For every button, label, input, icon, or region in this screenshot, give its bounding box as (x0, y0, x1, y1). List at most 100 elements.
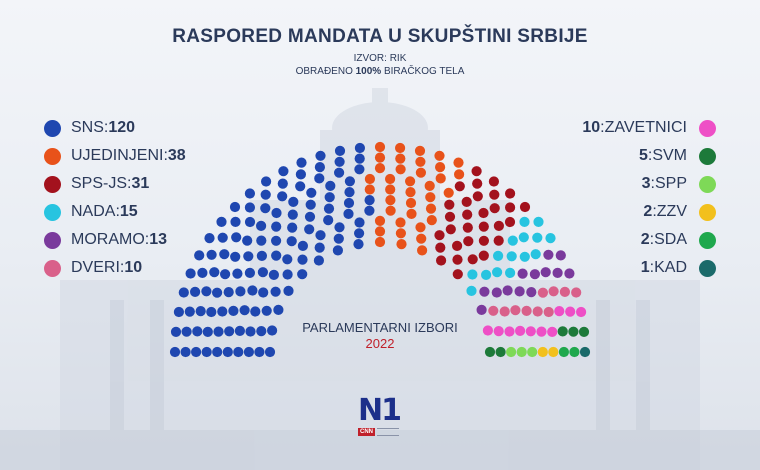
seat-nada (507, 235, 518, 246)
seat-nada (519, 251, 530, 262)
seat-sns (304, 211, 316, 222)
seat-dveri (571, 287, 582, 298)
seat-sps-js (504, 216, 516, 228)
seat-dveri (548, 286, 559, 297)
seat-sns (206, 249, 217, 260)
seat-sns (224, 326, 235, 337)
seat-moramo (514, 286, 525, 297)
seat-sns (295, 169, 306, 180)
seat-sns (234, 325, 245, 336)
seat-sns (304, 224, 315, 235)
seat-ujedinjeni (416, 233, 427, 244)
logo-tagline-lines (377, 428, 399, 436)
seat-sns (190, 286, 201, 297)
seat-sns (315, 150, 326, 161)
seat-sns (315, 230, 326, 241)
legend-swatch (699, 175, 716, 193)
seat-moramo (517, 268, 528, 279)
seat-sns (181, 326, 192, 337)
seat-moramo (552, 267, 563, 278)
legend-swatch (699, 259, 716, 277)
seat-svm (578, 326, 590, 337)
legend-seat-count: 15 (119, 203, 138, 220)
seat-sns (271, 207, 282, 219)
seat-sns (364, 205, 375, 216)
seat-ujedinjeni (374, 226, 386, 237)
seat-ujedinjeni (406, 208, 417, 219)
seat-ujedinjeni (364, 184, 375, 195)
seat-sns (257, 267, 268, 278)
seat-sns (354, 228, 365, 239)
legend-swatch (44, 175, 61, 193)
seat-moramo (543, 249, 554, 260)
seat-sps-js (462, 209, 473, 220)
seat-sns (173, 306, 184, 318)
seat-sns (333, 233, 344, 244)
seat-sps-js (435, 242, 446, 253)
seat-ujedinjeni (435, 162, 446, 173)
seat-sns (325, 180, 336, 191)
seat-sns (270, 286, 281, 297)
seat-svm (568, 326, 579, 337)
seat-ujedinjeni (414, 145, 426, 156)
seat-sps-js (493, 220, 504, 231)
seat-sns (222, 346, 233, 358)
seat-sns (194, 250, 205, 261)
legend-swatch (44, 147, 61, 165)
seat-dveri (510, 305, 521, 316)
seat-sns (277, 178, 288, 189)
seat-sns (354, 142, 365, 154)
seat-sns (261, 176, 272, 187)
seat-zavetnici (525, 326, 536, 337)
seat-moramo (540, 267, 551, 278)
election-year: 2022 (365, 336, 395, 351)
seat-zavetnici (554, 306, 565, 317)
chart-title: RASPORED MANDATA U SKUPŠTINI SRBIJE (172, 26, 588, 47)
seat-sns (213, 326, 224, 337)
legend-seat-count: 5 (638, 147, 648, 164)
legend-party-name: ZAVETNICI (604, 119, 687, 136)
seat-sns (229, 201, 241, 213)
seat-sps-js (452, 254, 463, 265)
legend-item-dveri: DVERI: 10 (44, 254, 186, 282)
seat-sns (223, 287, 234, 298)
seat-ujedinjeni (425, 192, 436, 203)
seat-ujedinjeni (424, 180, 435, 191)
seat-ujedinjeni (415, 222, 426, 233)
seat-zavetnici (482, 325, 493, 336)
seat-sns (282, 269, 293, 280)
seat-sns (217, 306, 228, 317)
seat-zzv (548, 346, 559, 358)
seat-sns (271, 235, 282, 246)
legend-item-ujedinjeni: UJEDINJENI: 38 (44, 142, 186, 170)
seat-sns (244, 202, 255, 213)
seat-zavetnici (536, 326, 547, 337)
seat-sns (297, 254, 308, 265)
seat-sns (268, 269, 279, 280)
seat-sns (212, 287, 223, 298)
seat-moramo (476, 304, 487, 315)
seat-sns (334, 222, 345, 233)
seat-ujedinjeni (415, 156, 426, 167)
seat-sns (191, 346, 202, 358)
seat-sns (264, 346, 276, 358)
seat-sns (323, 215, 334, 226)
legend-item-nada: NADA: 15 (44, 198, 186, 226)
seat-moramo (555, 250, 566, 261)
seat-ujedinjeni (385, 195, 396, 206)
seat-sps-js (505, 188, 516, 199)
legend-item-kad: 1 : KAD (582, 254, 716, 282)
seat-sns (228, 305, 239, 316)
seat-sns (343, 208, 354, 219)
seat-sns (271, 221, 282, 232)
n1-logo: N1 CNN (358, 396, 402, 438)
legend-seat-count: 31 (131, 175, 150, 192)
chart-source: IZVOR: RIK OBRAĐENO 100% BIRAČKOG TELA (0, 52, 760, 78)
seat-sns (239, 305, 250, 316)
seat-dveri (543, 306, 554, 318)
seat-sns (202, 326, 213, 337)
seat-zzv (537, 346, 548, 358)
seat-sns (296, 157, 307, 168)
seat-sps-js (444, 211, 456, 222)
seat-sns (250, 306, 261, 317)
